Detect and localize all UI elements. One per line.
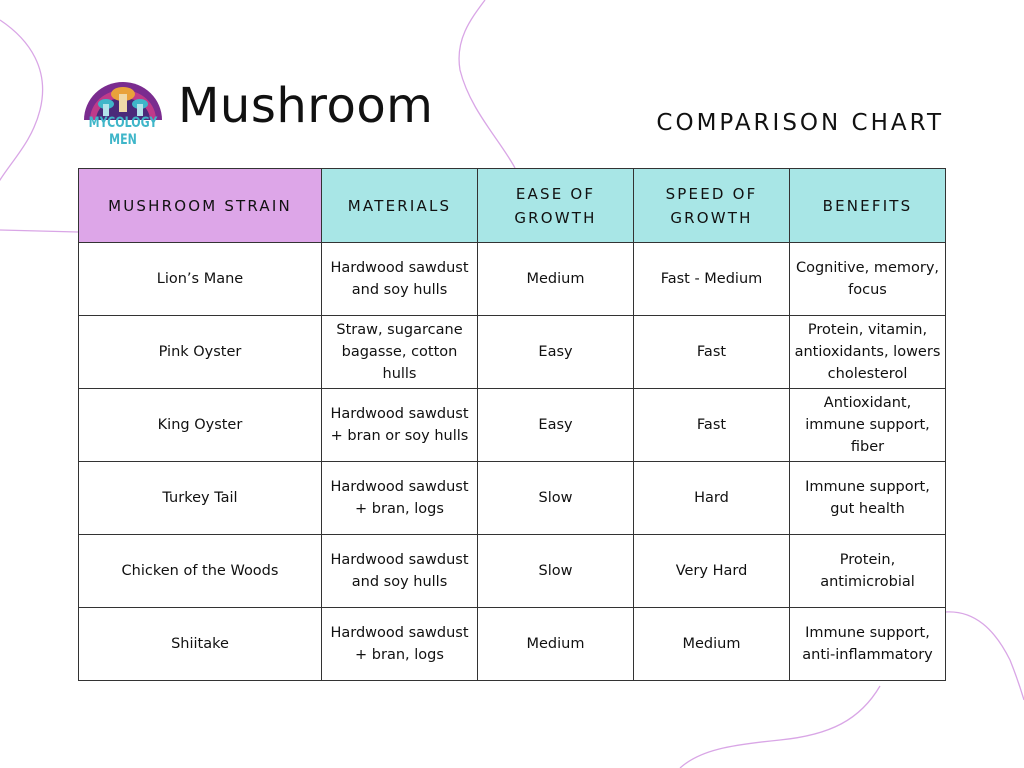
header-speed-of-growth-label: SPEED OF GROWTH bbox=[665, 184, 758, 227]
cell-materials: Straw, sugarcane bagasse, cotton hulls bbox=[321, 315, 478, 389]
page-subtitle: COMPARISON CHART bbox=[656, 110, 944, 136]
cell-materials: Hardwood sawdust + bran, logs bbox=[321, 461, 478, 535]
header-mushroom-strain: MUSHROOM STRAIN bbox=[78, 168, 322, 243]
cell-ease: Easy bbox=[477, 388, 634, 462]
header-materials: MATERIALS bbox=[321, 168, 478, 243]
cell-ease: Medium bbox=[477, 242, 634, 316]
cell-ease: Easy bbox=[477, 315, 634, 389]
cell-strain: Pink Oyster bbox=[78, 315, 322, 389]
cell-ease: Slow bbox=[477, 461, 634, 535]
cell-materials: Hardwood sawdust + bran, logs bbox=[321, 607, 478, 681]
cell-strain: Shiitake bbox=[78, 607, 322, 681]
page-title: Mushroom bbox=[178, 78, 434, 134]
mushroom-logo-icon bbox=[80, 82, 166, 142]
header-ease-of-growth-label: EASE OF GROWTH bbox=[514, 184, 597, 227]
cell-speed: Fast bbox=[633, 388, 790, 462]
header-speed-of-growth: SPEED OF GROWTH bbox=[633, 168, 790, 243]
cell-benefits: Antioxidant, immune support, fiber bbox=[789, 388, 946, 462]
cell-strain: King Oyster bbox=[78, 388, 322, 462]
cell-strain: Chicken of the Woods bbox=[78, 534, 322, 608]
brand-logo: MYCOLOGY MEN bbox=[80, 80, 166, 148]
table-row: King Oyster Hardwood sawdust + bran or s… bbox=[78, 388, 946, 462]
cell-ease: Slow bbox=[477, 534, 634, 608]
cell-benefits: Immune support, gut health bbox=[789, 461, 946, 535]
cell-strain: Turkey Tail bbox=[78, 461, 322, 535]
table-row: Chicken of the Woods Hardwood sawdust an… bbox=[78, 534, 946, 608]
cell-materials: Hardwood sawdust + bran or soy hulls bbox=[321, 388, 478, 462]
table-row: Lion’s Mane Hardwood sawdust and soy hul… bbox=[78, 242, 946, 316]
header-ease-of-growth: EASE OF GROWTH bbox=[477, 168, 634, 243]
logo-text: MYCOLOGY MEN bbox=[88, 114, 158, 148]
header-benefits: BENEFITS bbox=[789, 168, 946, 243]
comparison-table: MUSHROOM STRAIN MATERIALS EASE OF GROWTH… bbox=[78, 168, 946, 681]
table-header-row: MUSHROOM STRAIN MATERIALS EASE OF GROWTH… bbox=[78, 168, 946, 243]
cell-benefits: Protein, antimicrobial bbox=[789, 534, 946, 608]
table-row: Turkey Tail Hardwood sawdust + bran, log… bbox=[78, 461, 946, 535]
cell-speed: Medium bbox=[633, 607, 790, 681]
cell-speed: Fast - Medium bbox=[633, 242, 790, 316]
cell-speed: Fast bbox=[633, 315, 790, 389]
cell-speed: Hard bbox=[633, 461, 790, 535]
cell-speed: Very Hard bbox=[633, 534, 790, 608]
cell-benefits: Immune support, anti-inflammatory bbox=[789, 607, 946, 681]
cell-benefits: Protein, vitamin, antioxidants, lowers c… bbox=[789, 315, 946, 389]
table-row: Shiitake Hardwood sawdust + bran, logs M… bbox=[78, 607, 946, 681]
table-row: Pink Oyster Straw, sugarcane bagasse, co… bbox=[78, 315, 946, 389]
cell-ease: Medium bbox=[477, 607, 634, 681]
cell-strain: Lion’s Mane bbox=[78, 242, 322, 316]
cell-benefits: Cognitive, memory, focus bbox=[789, 242, 946, 316]
cell-materials: Hardwood sawdust and soy hulls bbox=[321, 242, 478, 316]
cell-materials: Hardwood sawdust and soy hulls bbox=[321, 534, 478, 608]
